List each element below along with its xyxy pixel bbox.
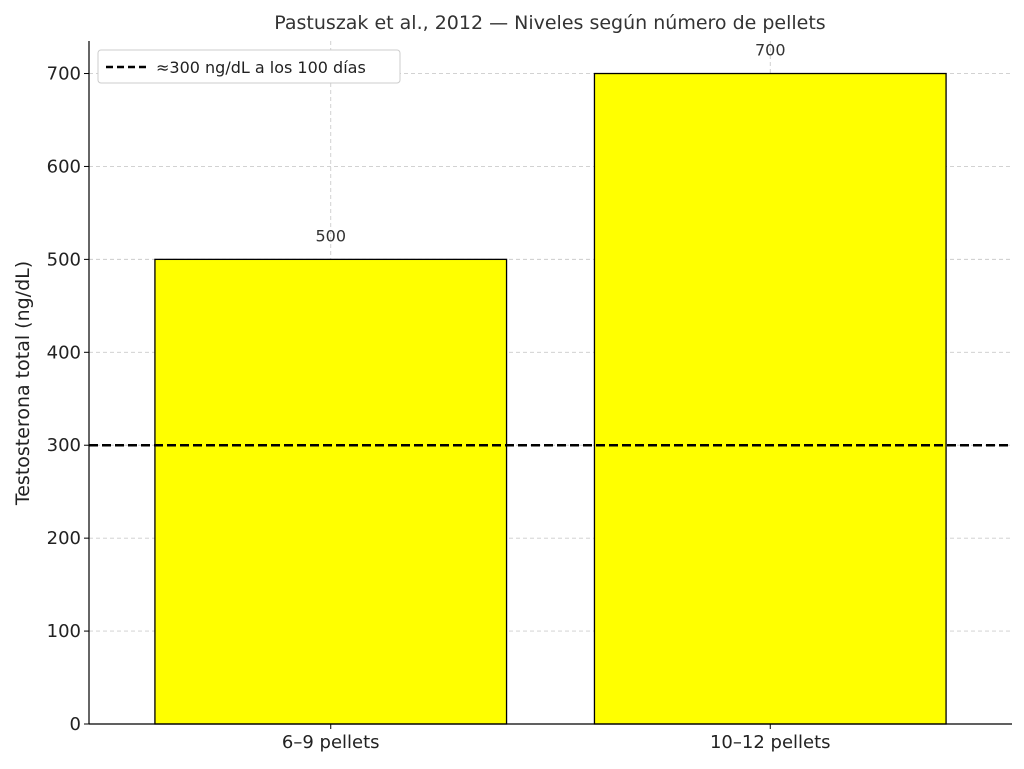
y-tick-label: 700	[47, 64, 81, 85]
bar-value-label: 500	[315, 226, 346, 245]
bar	[154, 258, 508, 725]
y-tick-label: 100	[47, 621, 81, 642]
tick-labels: 0 100 200 300 400 500 600 700 6–9 pellets 10–12 p…	[47, 64, 831, 753]
chart-title: Pastuszak et al., 2012 — Niveles según n…	[274, 12, 825, 34]
data-labels: 500 700	[315, 41, 785, 246]
y-tick-label: 200	[47, 528, 81, 549]
x-tick-label: 10–12 pellets	[710, 732, 831, 753]
y-tick-label: 0	[70, 714, 81, 735]
y-axis-label: Testosterona total (ng/dL)	[12, 261, 34, 506]
bars	[154, 72, 947, 725]
bar-value-label: 700	[755, 41, 786, 60]
x-tick-label: 6–9 pellets	[282, 732, 380, 753]
bar	[593, 72, 947, 725]
axes	[84, 41, 1012, 729]
y-tick-label: 500	[47, 249, 81, 270]
y-tick-label: 400	[47, 342, 81, 363]
legend: ≈300 ng/dL a los 100 días	[97, 49, 401, 84]
y-tick-label: 600	[47, 156, 81, 177]
legend-label: ≈300 ng/dL a los 100 días	[156, 58, 366, 77]
y-tick-label: 300	[47, 435, 81, 456]
legend-box	[97, 49, 401, 84]
